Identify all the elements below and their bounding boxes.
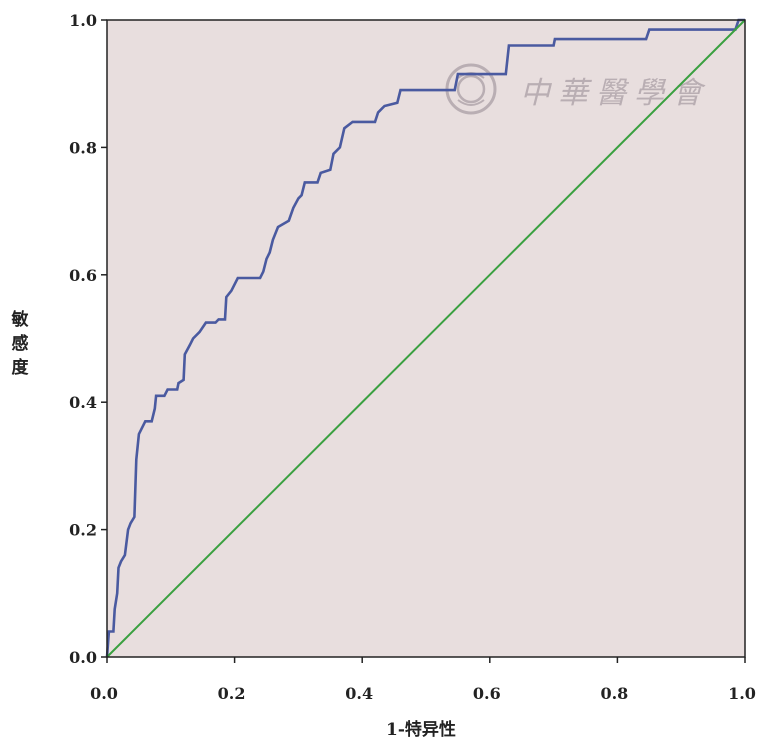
roc-curve-line — [105, 18, 745, 658]
y-tick-label: 0.8 — [69, 138, 97, 157]
x-tick-label: 0.6 — [473, 684, 501, 703]
reference-diagonal-line — [106, 19, 746, 658]
y-tick-label: 1.0 — [69, 11, 97, 30]
plot-frame — [106, 19, 746, 658]
y-tick-label: 0.6 — [69, 266, 97, 285]
x-tick-label: 1.0 — [728, 684, 756, 703]
y-tick-label: 0.4 — [69, 393, 97, 412]
x-axis-title: 1-特异性 — [386, 719, 456, 740]
watermark-text: 中華醫學會 — [520, 76, 710, 111]
x-tick-label: 0.2 — [218, 684, 246, 703]
y-tick-label: 0.2 — [69, 521, 97, 540]
watermark-seal-inner — [456, 74, 486, 104]
x-tick-label: 0.0 — [90, 684, 118, 703]
x-tick-label: 0.8 — [600, 684, 628, 703]
y-axis-title: 敏感度 — [11, 309, 30, 378]
y-tick-label: 0.0 — [69, 648, 97, 667]
x-tick-label: 0.4 — [345, 684, 373, 703]
